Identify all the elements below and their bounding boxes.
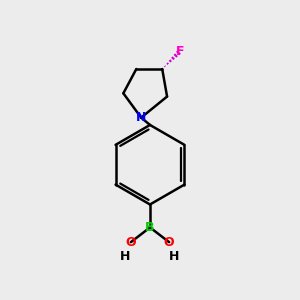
Text: B: B: [145, 221, 155, 234]
Text: F: F: [176, 45, 184, 58]
Text: O: O: [125, 236, 136, 249]
Text: H: H: [169, 250, 180, 263]
Text: O: O: [164, 236, 175, 249]
Text: N: N: [136, 111, 146, 124]
Text: H: H: [120, 250, 131, 263]
